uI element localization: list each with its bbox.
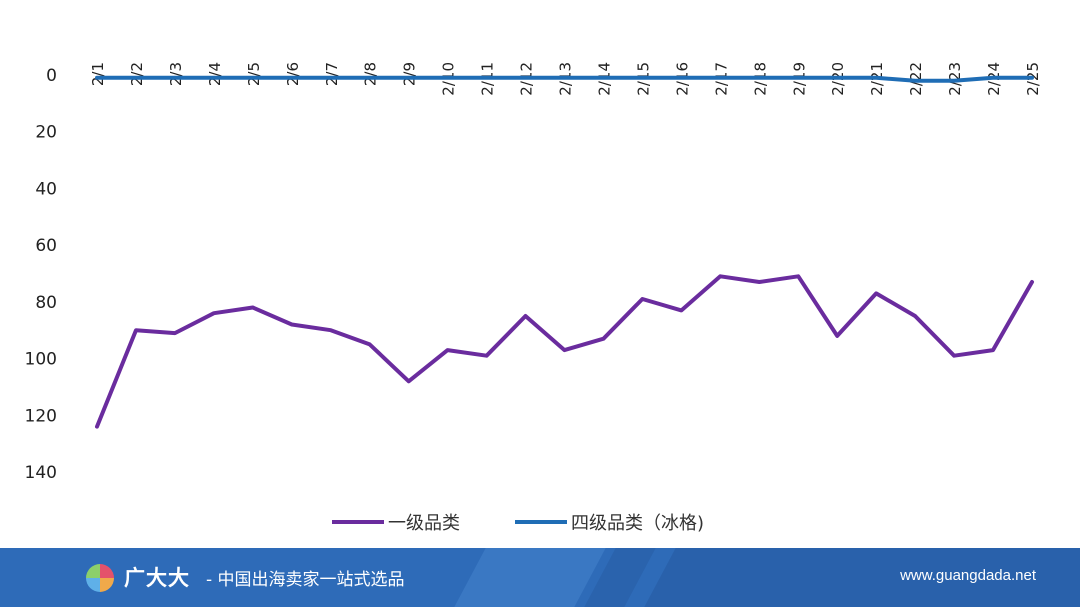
x-tick-label: 2/2 [128,62,146,86]
y-tick-label: 0 [46,66,57,86]
legend-label-1: 四级品类（冰格) [571,513,704,534]
y-axis-ticks: 0 20 40 60 80 100 120 140 [25,66,57,483]
series-line-0 [95,274,1034,429]
legend: 一级品类 四级品类（冰格) [332,513,704,534]
brand-url[interactable]: www.guangdada.net [900,567,1036,584]
x-tick-label: 2/3 [167,62,185,86]
x-tick-label: 2/8 [362,62,380,86]
x-axis-ticks: 2/1 2/2 2/3 2/4 2/5 2/6 2/7 2/8 2/9 2/10 2/11 2/12 2… [89,62,1042,96]
y-tick-label: 140 [25,463,57,483]
series-line-1 [95,75,1034,83]
x-tick-label: 2/6 [284,62,302,86]
y-tick-label: 80 [35,293,57,313]
x-tick-label: 2/9 [401,62,419,86]
y-tick-label: 60 [35,236,57,256]
brand-slogan: - 中国出海卖家一站式选品 [206,570,405,590]
y-tick-label: 100 [25,350,57,370]
y-tick-label: 40 [35,179,57,199]
line-chart: 0 20 40 60 80 100 120 140 2/1 2/2 2/3 2/4 2/5 2/6 2/7… [25,62,1042,534]
legend-label-0: 一级品类 [388,513,460,534]
series-lines [95,75,1034,429]
footer-stripe [454,548,606,607]
y-tick-label: 20 [35,123,57,143]
y-tick-label: 120 [25,406,57,426]
x-tick-label: 2/4 [206,62,224,86]
x-tick-label: 2/7 [323,62,341,86]
brand-name: 广大大 [124,566,190,590]
pie-chart-logo-icon [86,564,114,592]
x-tick-label: 2/5 [245,62,263,86]
footer-banner: 广大大 - 中国出海卖家一站式选品 www.guangdada.net [0,548,1080,607]
x-tick-label: 2/1 [89,62,107,86]
